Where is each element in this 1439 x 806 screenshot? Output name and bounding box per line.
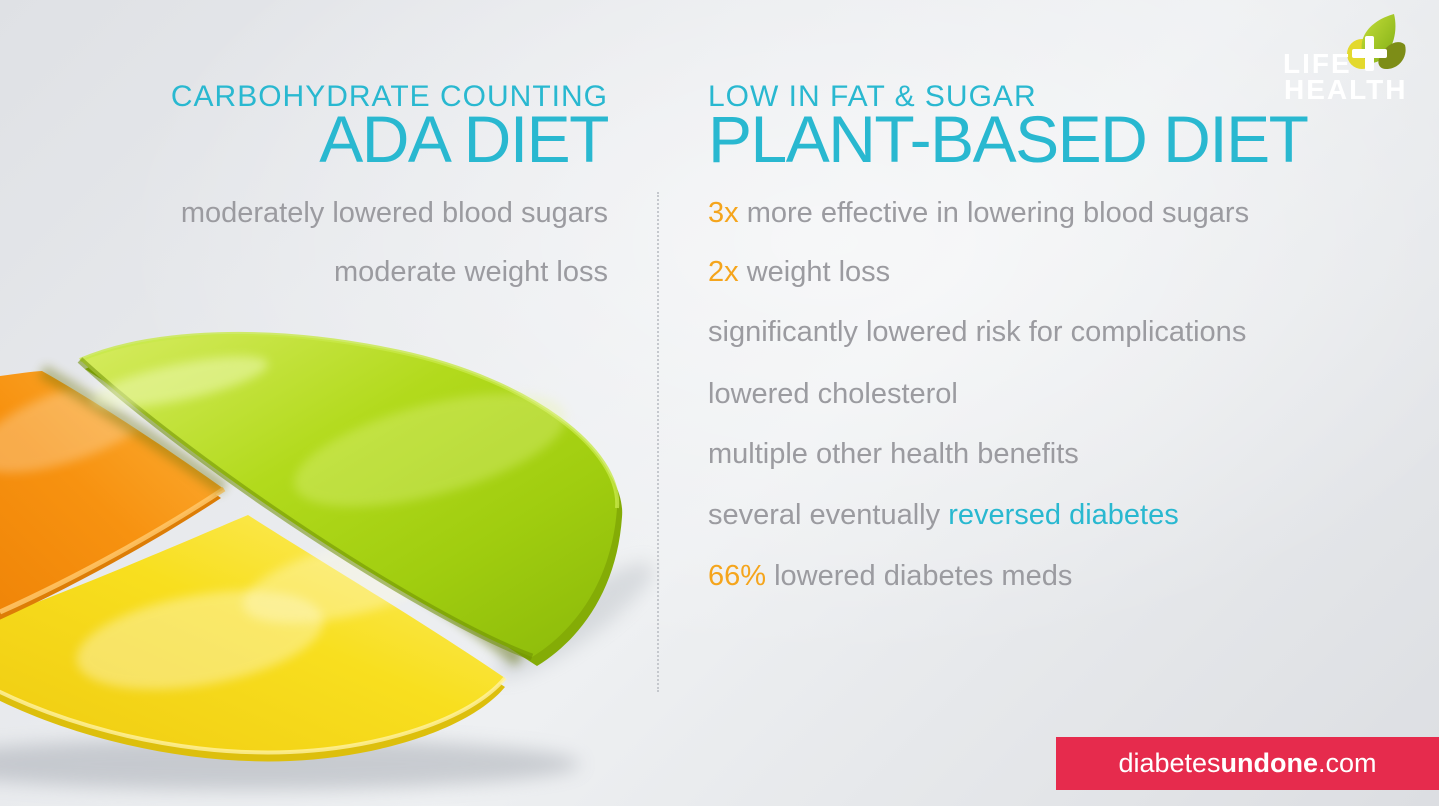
plate-groove: [38, 364, 229, 495]
plate-shadow: [0, 738, 580, 790]
divided-plate-image: [0, 331, 654, 790]
benefit-text: multiple other health benefits: [708, 438, 1079, 470]
benefit-text: several eventually: [708, 499, 949, 531]
ada-benefit-line: moderately lowered blood sugars: [180, 197, 608, 229]
benefit-text: weight loss: [746, 256, 891, 288]
footer-url-part1: diabetes: [1118, 748, 1221, 778]
benefit-text: lowered diabetes meds: [774, 560, 1073, 592]
benefit-text: lowered cholesterol: [708, 378, 958, 410]
plant-benefit-line: multiple other health benefits: [708, 438, 1079, 471]
benefit-highlight: 2x: [708, 256, 747, 288]
benefit-highlight: 66%: [708, 560, 775, 592]
footer-url-banner[interactable]: diabetes undone .com: [1056, 737, 1439, 790]
plant-diet-title: PLANT-BASED DIET: [708, 102, 1309, 176]
benefit-text: significantly lowered risk for complicat…: [708, 316, 1247, 348]
plant-diet-eyebrow: LOW IN FAT & SUGAR: [708, 80, 1037, 113]
footer-url-part2: undone: [1220, 748, 1319, 778]
logo-life-text: LIFE: [1283, 48, 1352, 79]
ada-diet-title: ADA DIET: [319, 102, 609, 176]
plant-benefit-line: significantly lowered risk for complicat…: [708, 316, 1246, 349]
logo-health-text: HEALTH: [1284, 74, 1408, 105]
plant-benefit-line: 66% lowered diabetes meds: [708, 560, 1072, 593]
ada-diet-column: CARBOHYDRATE COUNTING ADA DIET moderatel…: [0, 0, 610, 320]
column-divider: [657, 192, 659, 692]
footer-url-part3: .com: [1318, 748, 1377, 778]
life-health-logo: LIFE HEALTH: [1283, 45, 1439, 105]
ada-benefit-line: moderate weight loss: [333, 256, 608, 288]
plant-benefit-line: several eventually reversed diabetes: [708, 499, 1179, 532]
benefit-highlight: 3x: [708, 197, 747, 229]
plant-benefit-line: 2x weight loss: [708, 256, 890, 289]
ada-diet-eyebrow: CARBOHYDRATE COUNTING: [170, 80, 608, 113]
green-slice: [77, 331, 623, 666]
plant-benefit-line: lowered cholesterol: [708, 378, 958, 411]
benefit-highlight: reversed diabetes: [948, 499, 1179, 531]
leaf-plus-icon: [1347, 14, 1406, 71]
benefit-text: more effective in lowering blood sugars: [746, 197, 1250, 229]
plant-based-diet-column: LOW IN FAT & SUGAR PLANT-BASED DIET 3x m…: [708, 0, 1408, 620]
plant-benefit-line: 3x more effective in lowering blood suga…: [708, 197, 1249, 230]
